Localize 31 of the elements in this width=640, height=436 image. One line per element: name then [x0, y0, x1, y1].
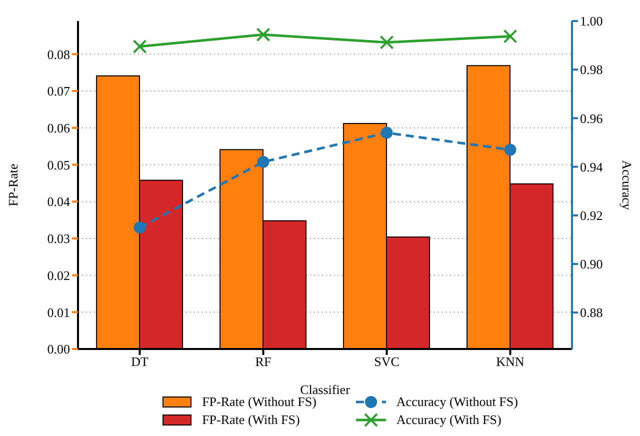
y-tick-label: 0.02 — [47, 268, 70, 283]
y-tick-label: 0.00 — [47, 342, 70, 357]
x-tick-label: KNN — [496, 354, 525, 370]
legend-label: Accuracy (With FS) — [396, 412, 502, 428]
y-tick-label: 0.06 — [47, 120, 70, 136]
y-axis-title: FP-Rate — [6, 163, 21, 206]
legend-label: Accuracy (Without FS) — [396, 394, 518, 410]
y2-tick-label: 1.00 — [580, 14, 603, 29]
legend-label: FP-Rate (Without FS) — [202, 394, 316, 410]
y-tick-label: 0.01 — [47, 304, 70, 320]
y2-axis-title: Accuracy — [619, 160, 634, 210]
y-tick-label: 0.05 — [47, 157, 70, 172]
legend-label: FP-Rate (With FS) — [202, 412, 300, 428]
x-tick-label: DT — [131, 354, 148, 370]
y2-tick-label: 0.96 — [580, 110, 604, 126]
point — [134, 222, 146, 234]
y2-tick-label: 0.88 — [580, 305, 603, 320]
y-tick-label: 0.04 — [47, 194, 70, 210]
point — [504, 144, 516, 156]
x-tick-label: SVC — [374, 354, 400, 370]
y-tick-label: 0.08 — [47, 46, 70, 62]
y-tick-label: 0.07 — [47, 84, 70, 99]
y2-tick-label: 0.92 — [580, 208, 603, 223]
y2-tick-label: 0.90 — [580, 256, 603, 272]
point — [257, 156, 270, 168]
point — [380, 126, 393, 139]
y2-tick-label: 0.94 — [580, 159, 604, 174]
x-axis-title: Classifier — [300, 382, 351, 397]
y2-tick-label: 0.98 — [580, 62, 603, 78]
y-tick-label: 0.03 — [47, 231, 70, 246]
x-tick-label: RF — [255, 354, 272, 370]
